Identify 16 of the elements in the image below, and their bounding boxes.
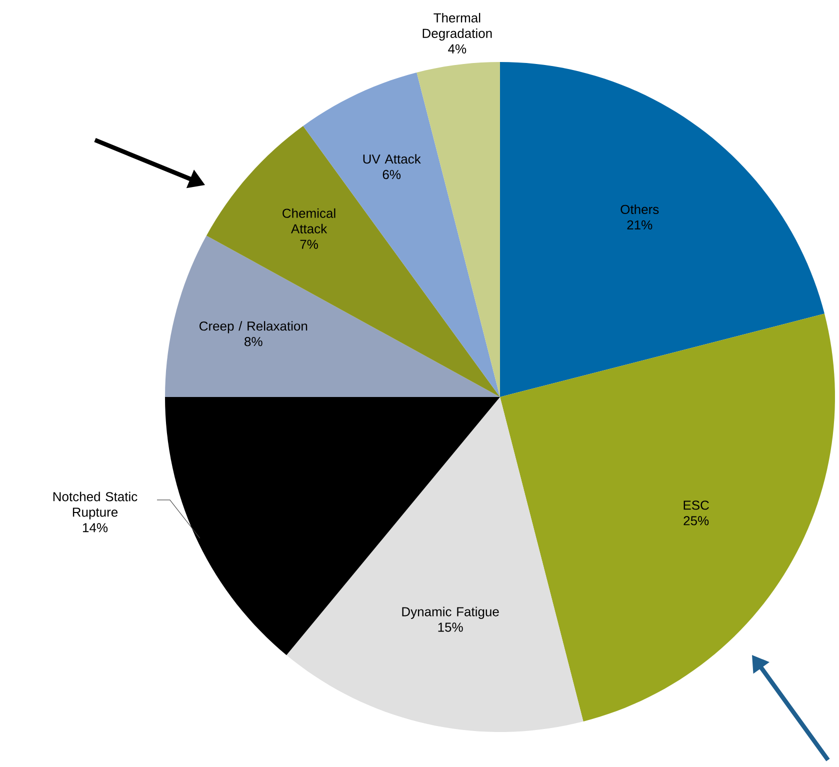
data-label: 4% bbox=[448, 44, 466, 54]
slice-label: Notched Static Rupture bbox=[53, 492, 138, 520]
data-label: 15% bbox=[438, 622, 463, 632]
data-label: 6% bbox=[382, 170, 401, 180]
slice-label: Creep / Relaxation bbox=[200, 321, 308, 334]
data-label: 8% bbox=[244, 336, 262, 346]
data-label: 21% bbox=[627, 220, 652, 230]
data-label: 25% bbox=[684, 516, 709, 526]
slice-label: Dynamic Fatigue bbox=[402, 606, 499, 619]
slice-label: Thermal Degradation bbox=[422, 12, 492, 41]
slice-label: UV Attack bbox=[363, 154, 421, 164]
data-label: 7% bbox=[300, 240, 318, 249]
slice-label: Chemical Attack bbox=[282, 208, 336, 234]
slice-label: ESC bbox=[684, 500, 709, 510]
slice-label: Others bbox=[620, 204, 659, 214]
data-label: 14% bbox=[82, 523, 108, 532]
